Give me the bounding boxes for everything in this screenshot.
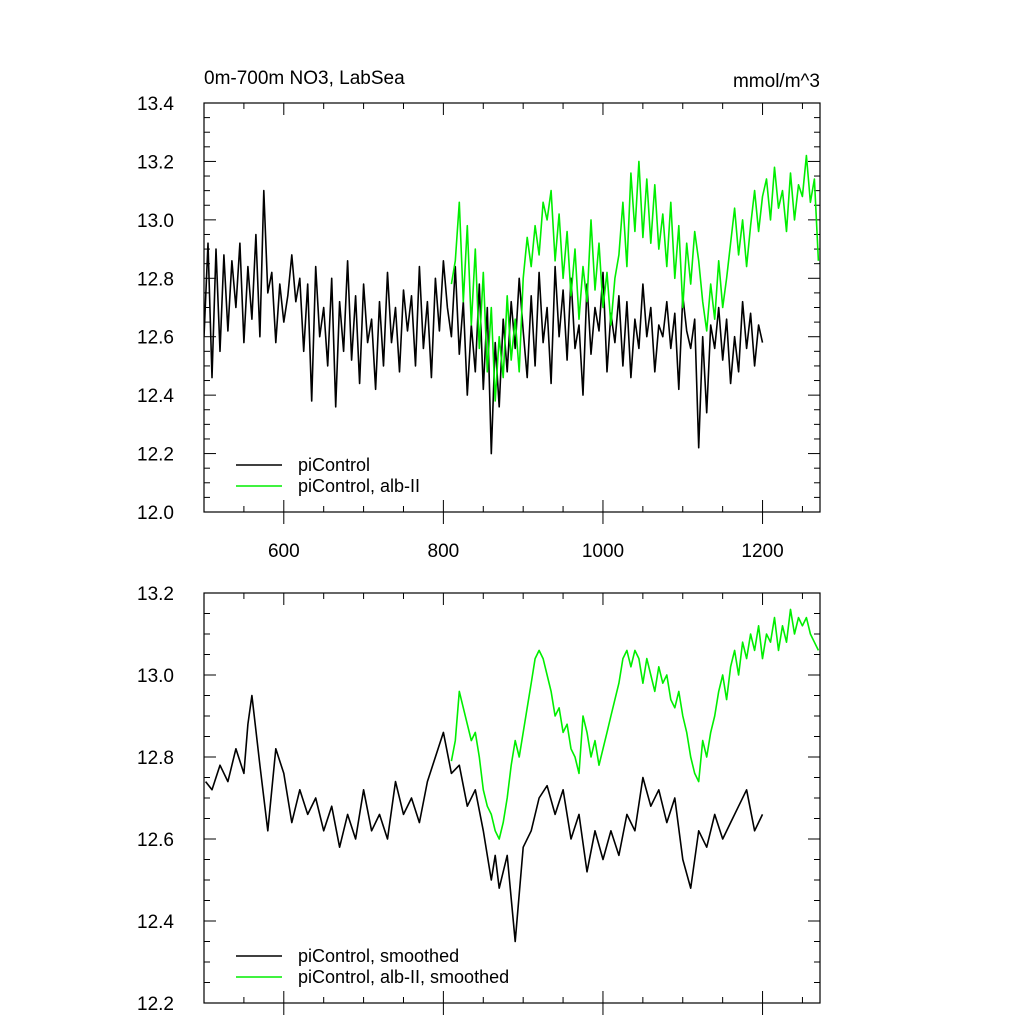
x-tick-label: 1000 [582, 541, 624, 562]
y-tick-label: 12.6 [137, 328, 174, 349]
top-panel-title: 0m-700m NO3, LabSea [204, 68, 405, 89]
y-tick-label: 13.2 [137, 584, 174, 605]
plot-frame [203, 592, 821, 1004]
y-tick-label: 13.0 [137, 211, 174, 232]
series-line-2 [450, 608, 820, 840]
y-tick-label: 12.2 [137, 445, 174, 466]
y-tick-label: 12.4 [137, 912, 174, 933]
series-line-2 [450, 154, 820, 402]
y-tick-label: 12.8 [137, 748, 174, 769]
legend-label-1: piControl [298, 455, 370, 475]
series-line-1 [204, 189, 764, 455]
top-panel-units: mmol/m^3 [733, 71, 820, 92]
y-tick-label: 13.0 [137, 666, 174, 687]
y-tick-label: 13.4 [137, 94, 174, 115]
y-tick-label: 12.2 [137, 994, 174, 1015]
x-tick-label: 600 [268, 541, 300, 562]
legend-label-2: piControl, alb-II [298, 476, 420, 496]
legend-label-1: piControl, smoothed [298, 946, 459, 966]
y-tick-label: 12.0 [137, 503, 174, 524]
x-tick-label: 800 [428, 541, 460, 562]
y-tick-label: 12.4 [137, 386, 174, 407]
y-tick-label: 13.2 [137, 152, 174, 173]
x-tick-label: 1200 [741, 541, 783, 562]
series-line-1 [204, 694, 764, 943]
y-tick-label: 12.6 [137, 830, 174, 851]
panel-2: 12.2 12.4 12.6 12.8 13.0 13.2 piControl, smoot… [137, 584, 821, 1015]
legend-label-2: piControl, alb-II, smoothed [298, 967, 509, 987]
top-panel-title-group: 0m-700m NO3, LabSea mmol/m^3 [204, 68, 820, 92]
y-tick-label: 12.8 [137, 269, 174, 290]
panel-1: 12.0 12.2 12.4 12.6 12.8 13.0 13.2 13.4 600 800 10… [137, 94, 821, 562]
